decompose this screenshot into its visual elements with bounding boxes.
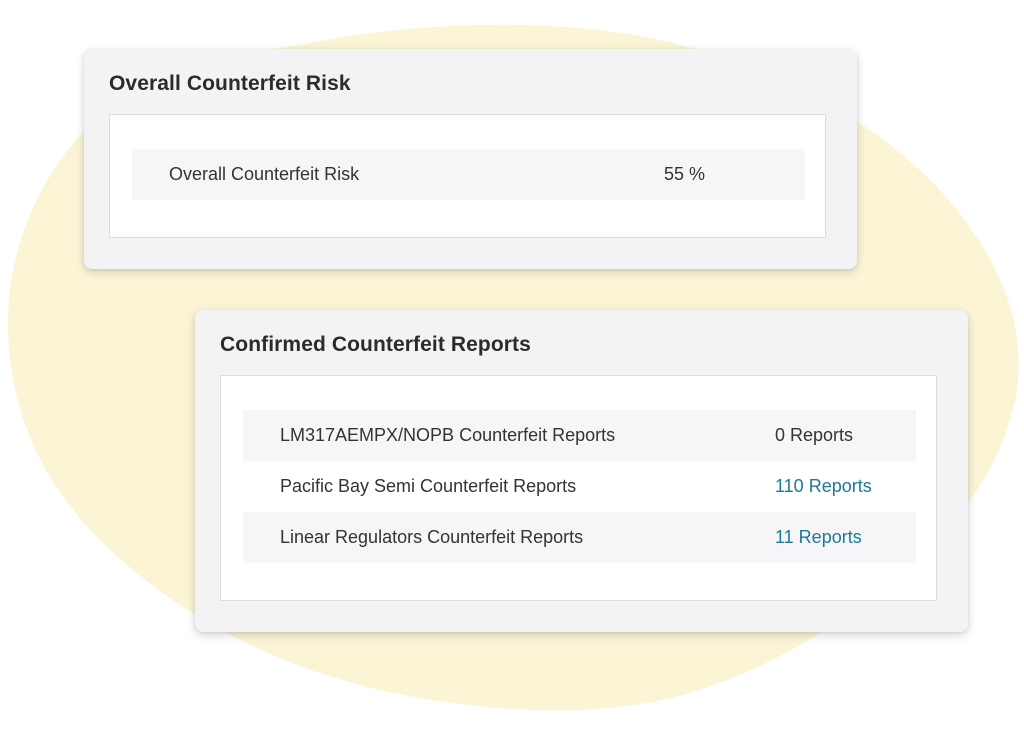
confirmed-reports-body: LM317AEMPX/NOPB Counterfeit Reports 0 Re… xyxy=(220,375,937,601)
report-row-part-label: LM317AEMPX/NOPB Counterfeit Reports xyxy=(280,425,616,445)
report-row-part: LM317AEMPX/NOPB Counterfeit Reports 0 Re… xyxy=(243,410,916,461)
overall-risk-body: Overall Counterfeit Risk 55 % xyxy=(109,114,826,238)
report-row-category-link[interactable]: 11 Reports xyxy=(775,527,862,547)
overall-risk-card: Overall Counterfeit Risk Overall Counter… xyxy=(84,49,857,269)
report-row-category-label: Linear Regulators Counterfeit Reports xyxy=(280,527,584,547)
overall-risk-row: Overall Counterfeit Risk 55 % xyxy=(132,149,805,200)
overall-risk-label: Overall Counterfeit Risk xyxy=(169,164,360,184)
confirmed-reports-card: Confirmed Counterfeit Reports LM317AEMPX… xyxy=(195,310,968,632)
overall-risk-value: 55 % xyxy=(664,164,706,184)
confirmed-reports-title: Confirmed Counterfeit Reports xyxy=(220,333,531,356)
overall-risk-title: Overall Counterfeit Risk xyxy=(109,72,351,95)
report-row-manufacturer-label: Pacific Bay Semi Counterfeit Reports xyxy=(280,476,577,496)
report-row-manufacturer-link[interactable]: 110 Reports xyxy=(775,476,872,496)
report-row-part-value: 0 Reports xyxy=(775,425,854,445)
report-row-category: Linear Regulators Counterfeit Reports 11… xyxy=(243,512,916,563)
report-row-manufacturer: Pacific Bay Semi Counterfeit Reports 110… xyxy=(243,461,916,512)
